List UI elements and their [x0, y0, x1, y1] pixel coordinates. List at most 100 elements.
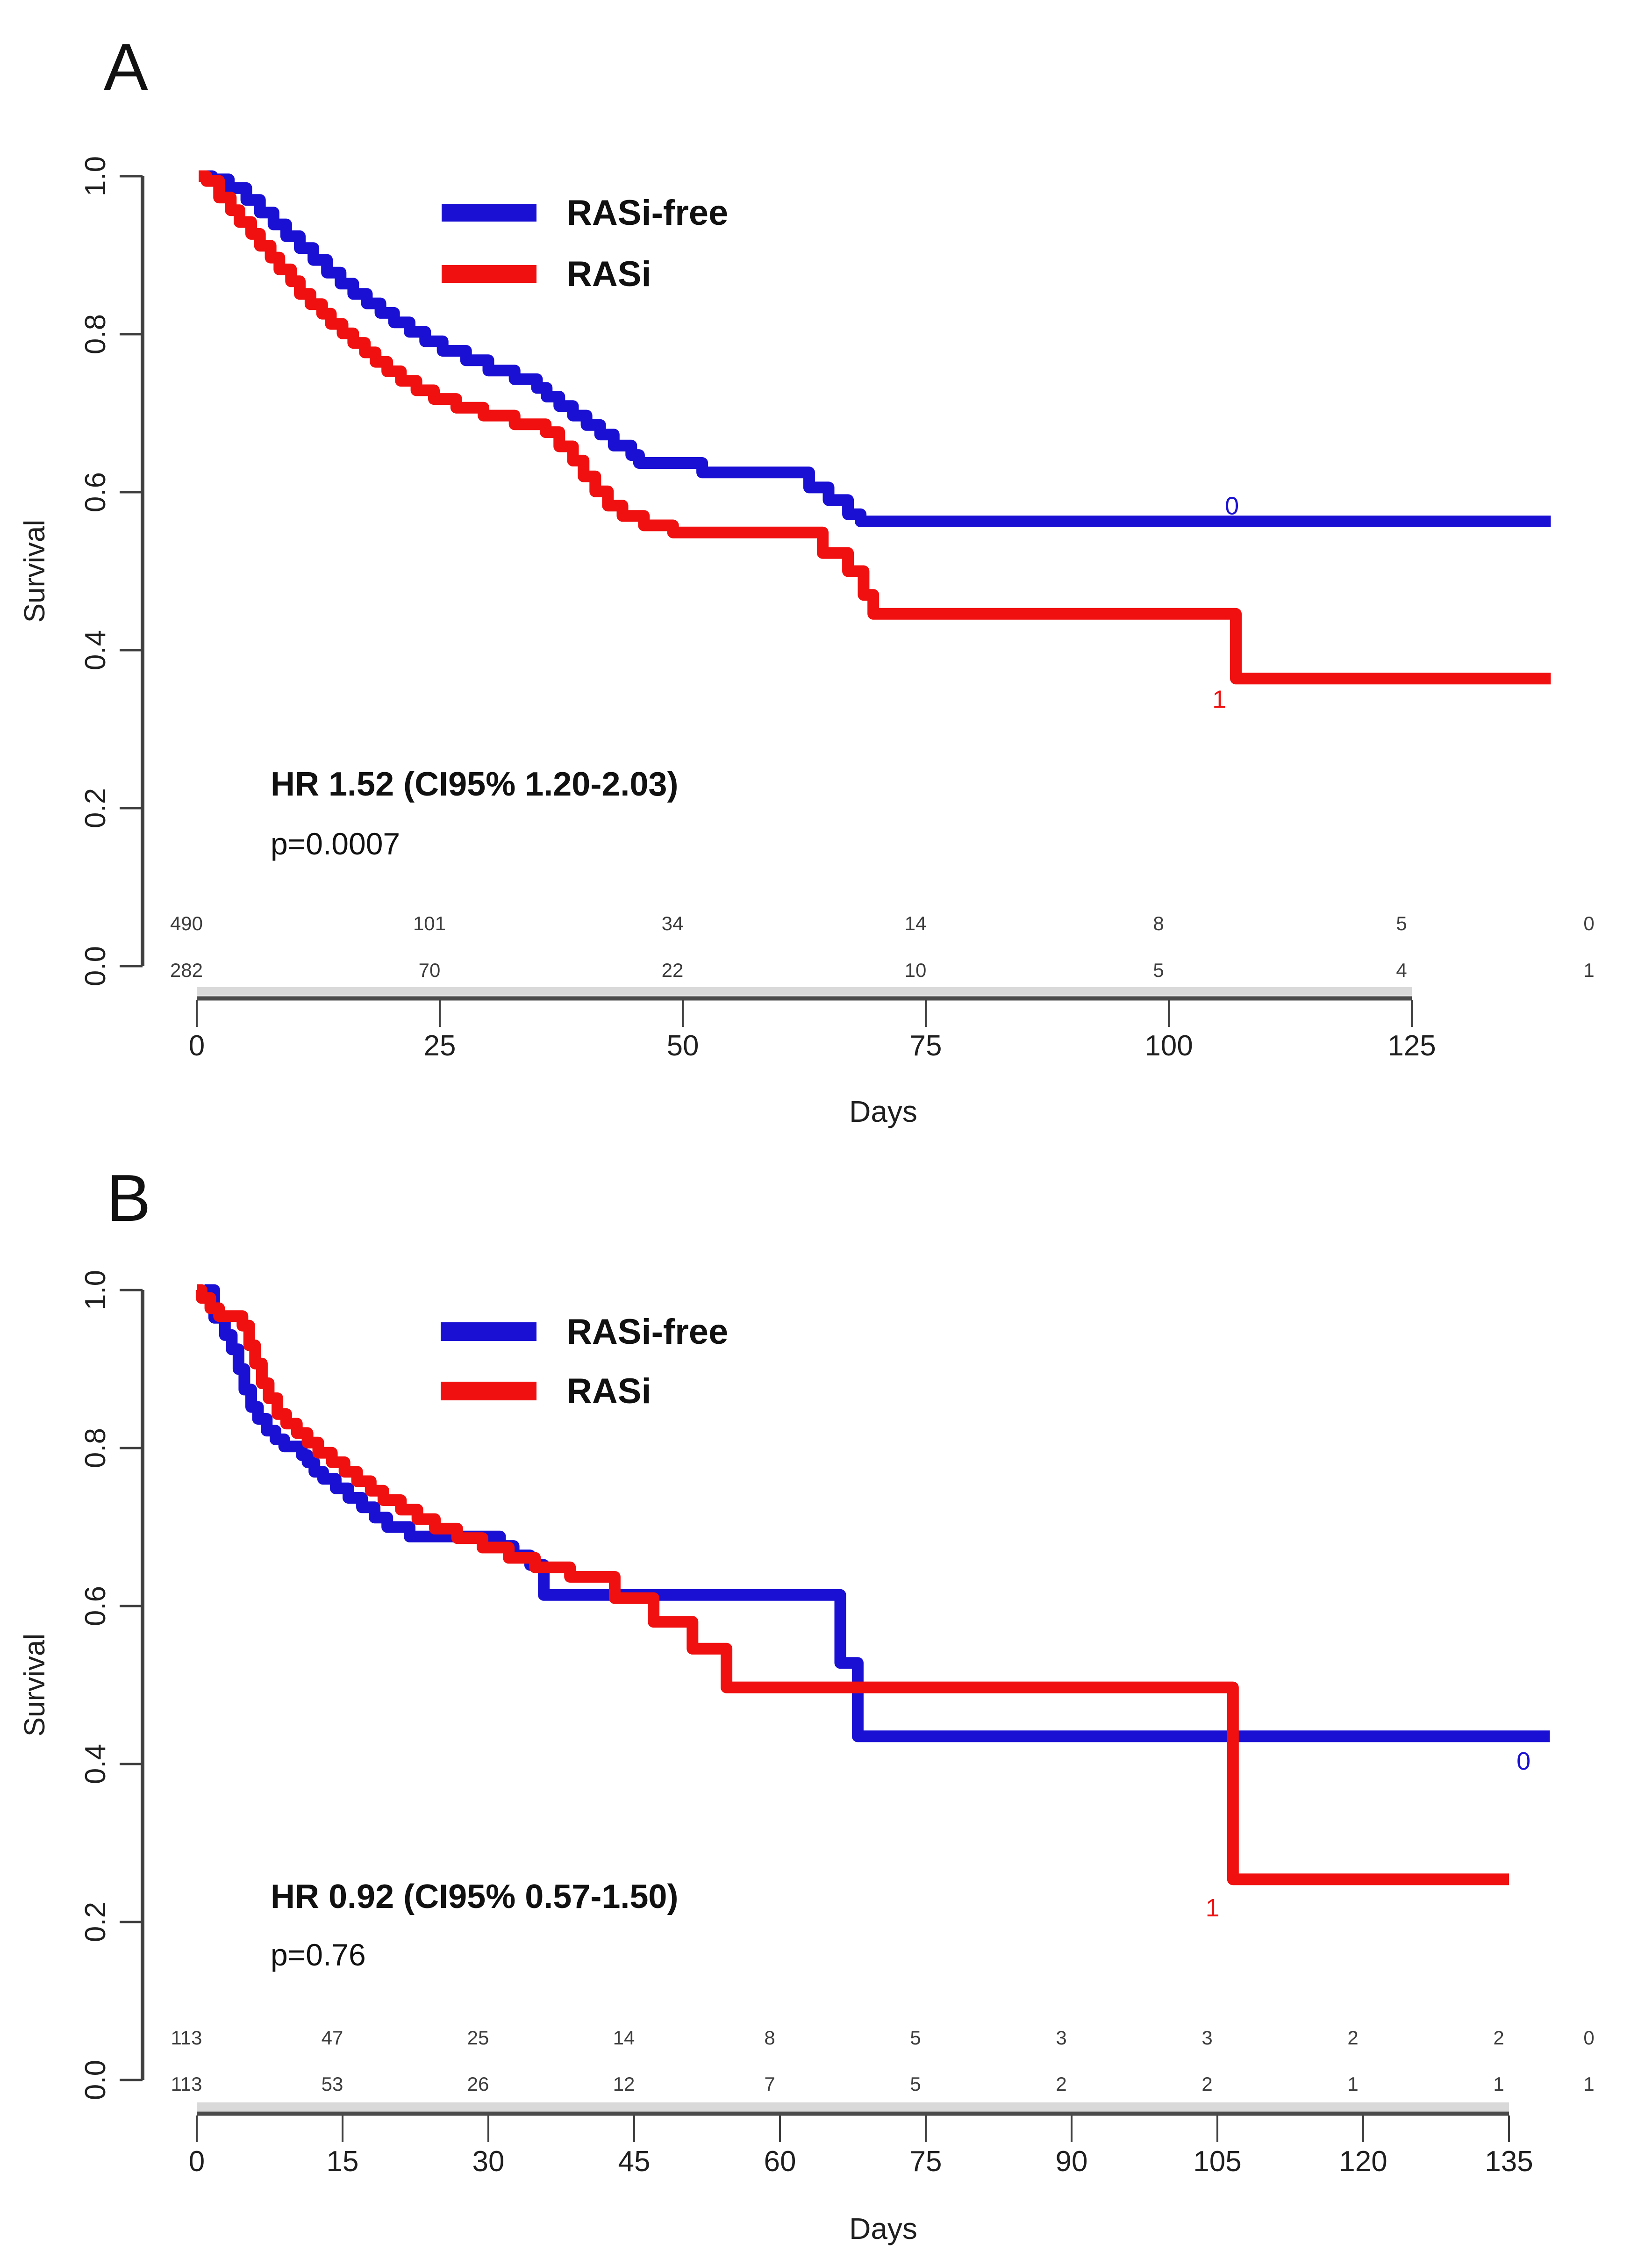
y-axis-title: Survival — [19, 520, 51, 623]
at-risk-count: 2 — [1493, 2027, 1504, 2049]
x-axis-title: Days — [849, 2212, 917, 2245]
y-tick-label: 0.4 — [79, 1744, 112, 1784]
y-tick-label: 0.2 — [79, 1902, 112, 1942]
at-risk-row-rasi-free: 113 47 25 14 8 5 3 3 2 2 0 — [171, 2027, 1595, 2049]
curves: 01 — [195, 1284, 1550, 1922]
at-risk-count: 4 — [1396, 959, 1407, 981]
censor-annotation-rasi-free: 0 — [1516, 1747, 1530, 1775]
x-tick-label: 60 — [764, 2145, 796, 2178]
x-axis-shadow — [197, 2102, 1509, 2111]
at-risk-count: 14 — [613, 2027, 635, 2049]
at-risk-count: 1 — [1347, 2073, 1358, 2095]
x-tick-label: 50 — [667, 1030, 699, 1062]
at-risk-count: 282 — [170, 959, 203, 981]
at-risk-count: 53 — [322, 2073, 343, 2095]
at-risk-count: 0 — [1583, 912, 1594, 934]
y-tick-label: 1.0 — [79, 156, 112, 196]
x-tick-label: 45 — [618, 2145, 651, 2178]
at-risk-count: 3 — [1201, 2027, 1212, 2049]
at-risk-count: 34 — [662, 912, 684, 934]
hr-text: HR 1.52 (CI95% 1.20-2.03) — [271, 766, 678, 803]
y-tick-label: 0.0 — [79, 946, 112, 986]
y-tick-label: 1.0 — [79, 1270, 112, 1310]
x-tick-label: 0 — [189, 2145, 205, 2178]
at-risk-count: 490 — [170, 912, 203, 934]
legend-label: RASi — [566, 254, 651, 294]
at-risk-count: 101 — [413, 912, 446, 934]
y-tick-label: 0.4 — [79, 630, 112, 670]
at-risk-count: 5 — [910, 2027, 921, 2049]
at-risk-count: 2 — [1201, 2073, 1212, 2095]
legend-label: RASi-free — [566, 1312, 728, 1352]
at-risk-count: 12 — [613, 2073, 635, 2095]
at-risk-count: 113 — [171, 2027, 202, 2049]
censor-annotation-rasi: 1 — [1212, 685, 1226, 713]
at-risk-count: 5 — [1153, 959, 1164, 981]
at-risk-row-rasi: 113 53 26 12 7 5 2 2 1 1 1 — [171, 2073, 1595, 2095]
x-axis-title: Days — [849, 1095, 917, 1128]
y-axis-title: Survival — [19, 1634, 51, 1737]
legend-label: RASi — [566, 1371, 651, 1411]
at-risk-count: 8 — [764, 2027, 775, 2049]
panel-label-a: A — [104, 30, 148, 104]
at-risk-count: 8 — [1153, 912, 1164, 934]
x-tick-label: 0 — [189, 1030, 205, 1062]
hr-text: HR 0.92 (CI95% 0.57-1.50) — [271, 1878, 678, 1915]
km-curve-rasi — [199, 170, 1551, 685]
x-tick-label: 90 — [1056, 2145, 1088, 2178]
at-risk-count: 22 — [662, 959, 684, 981]
p-value-text: p=0.0007 — [271, 826, 400, 861]
at-risk-count: 113 — [171, 2073, 202, 2095]
at-risk-count: 25 — [467, 2027, 489, 2049]
at-risk-count: 70 — [419, 959, 441, 981]
at-risk-count: 1 — [1493, 2073, 1504, 2095]
at-risk-count: 26 — [467, 2073, 489, 2095]
at-risk-count: 1 — [1583, 2073, 1594, 2095]
at-risk-count: 5 — [910, 2073, 921, 2095]
y-tick-label: 0.8 — [79, 1428, 112, 1468]
at-risk-count: 1 — [1583, 959, 1594, 981]
legend-label: RASi-free — [566, 193, 728, 233]
at-risk-count: 47 — [322, 2027, 343, 2049]
x-tick-label: 105 — [1193, 2145, 1241, 2178]
x-axis: 0 15 30 45 60 75 90 105 120 135 — [189, 2102, 1533, 2178]
legend-swatch-rasi — [442, 265, 536, 283]
x-tick-label: 25 — [424, 1030, 456, 1062]
y-tick-label: 0.0 — [79, 2060, 112, 2100]
censor-annotation-rasi: 1 — [1206, 1894, 1220, 1922]
y-axis: 1.0 0.8 0.6 0.4 0.2 0.0 — [79, 156, 144, 986]
x-tick-label: 75 — [910, 1030, 942, 1062]
x-tick-label: 100 — [1144, 1030, 1193, 1062]
at-risk-count: 2 — [1056, 2073, 1066, 2095]
at-risk-count: 7 — [764, 2073, 775, 2095]
x-tick-label: 15 — [327, 2145, 359, 2178]
legend: RASi-free RASi — [442, 193, 728, 294]
x-axis: 0 25 50 75 100 125 — [189, 987, 1436, 1062]
at-risk-row-rasi-free: 490 101 34 14 8 5 0 — [170, 912, 1595, 934]
x-tick-label: 120 — [1339, 2145, 1387, 2178]
legend-swatch-rasi-free — [442, 204, 536, 222]
at-risk-count: 10 — [905, 959, 927, 981]
y-tick-label: 0.2 — [79, 788, 112, 828]
at-risk-count: 14 — [905, 912, 927, 934]
at-risk-count: 3 — [1056, 2027, 1066, 2049]
legend: RASi-free RASi — [441, 1312, 728, 1411]
curves: 01 — [199, 170, 1551, 713]
y-tick-label: 0.6 — [79, 472, 112, 512]
x-tick-label: 30 — [472, 2145, 505, 2178]
legend-swatch-rasi-free — [441, 1322, 536, 1341]
legend-swatch-rasi — [441, 1382, 536, 1400]
km-curve-rasi-free — [201, 170, 1551, 527]
at-risk-count: 0 — [1583, 2027, 1594, 2049]
panel-label-b: B — [107, 1161, 151, 1235]
km-curve-rasi — [195, 1284, 1509, 1886]
p-value-text: p=0.76 — [271, 1937, 366, 1972]
x-tick-label: 125 — [1387, 1030, 1436, 1062]
at-risk-table: 490 101 34 14 8 5 0 282 70 22 10 5 4 1 — [170, 912, 1595, 981]
x-tick-label: 75 — [910, 2145, 942, 2178]
